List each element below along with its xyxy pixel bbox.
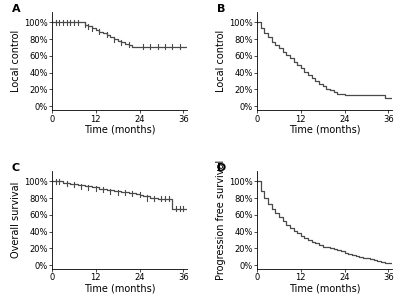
Text: C: C (12, 163, 20, 173)
X-axis label: Time (months): Time (months) (289, 284, 360, 294)
X-axis label: Time (months): Time (months) (84, 125, 155, 135)
Y-axis label: Local control: Local control (216, 30, 226, 92)
Y-axis label: Local control: Local control (11, 30, 21, 92)
Text: B: B (217, 4, 225, 14)
Text: D: D (217, 163, 226, 173)
Y-axis label: Progression free survival: Progression free survival (216, 160, 226, 280)
X-axis label: Time (months): Time (months) (289, 125, 360, 135)
X-axis label: Time (months): Time (months) (84, 284, 155, 294)
Text: A: A (12, 4, 20, 14)
Y-axis label: Overall survival: Overall survival (11, 182, 21, 258)
